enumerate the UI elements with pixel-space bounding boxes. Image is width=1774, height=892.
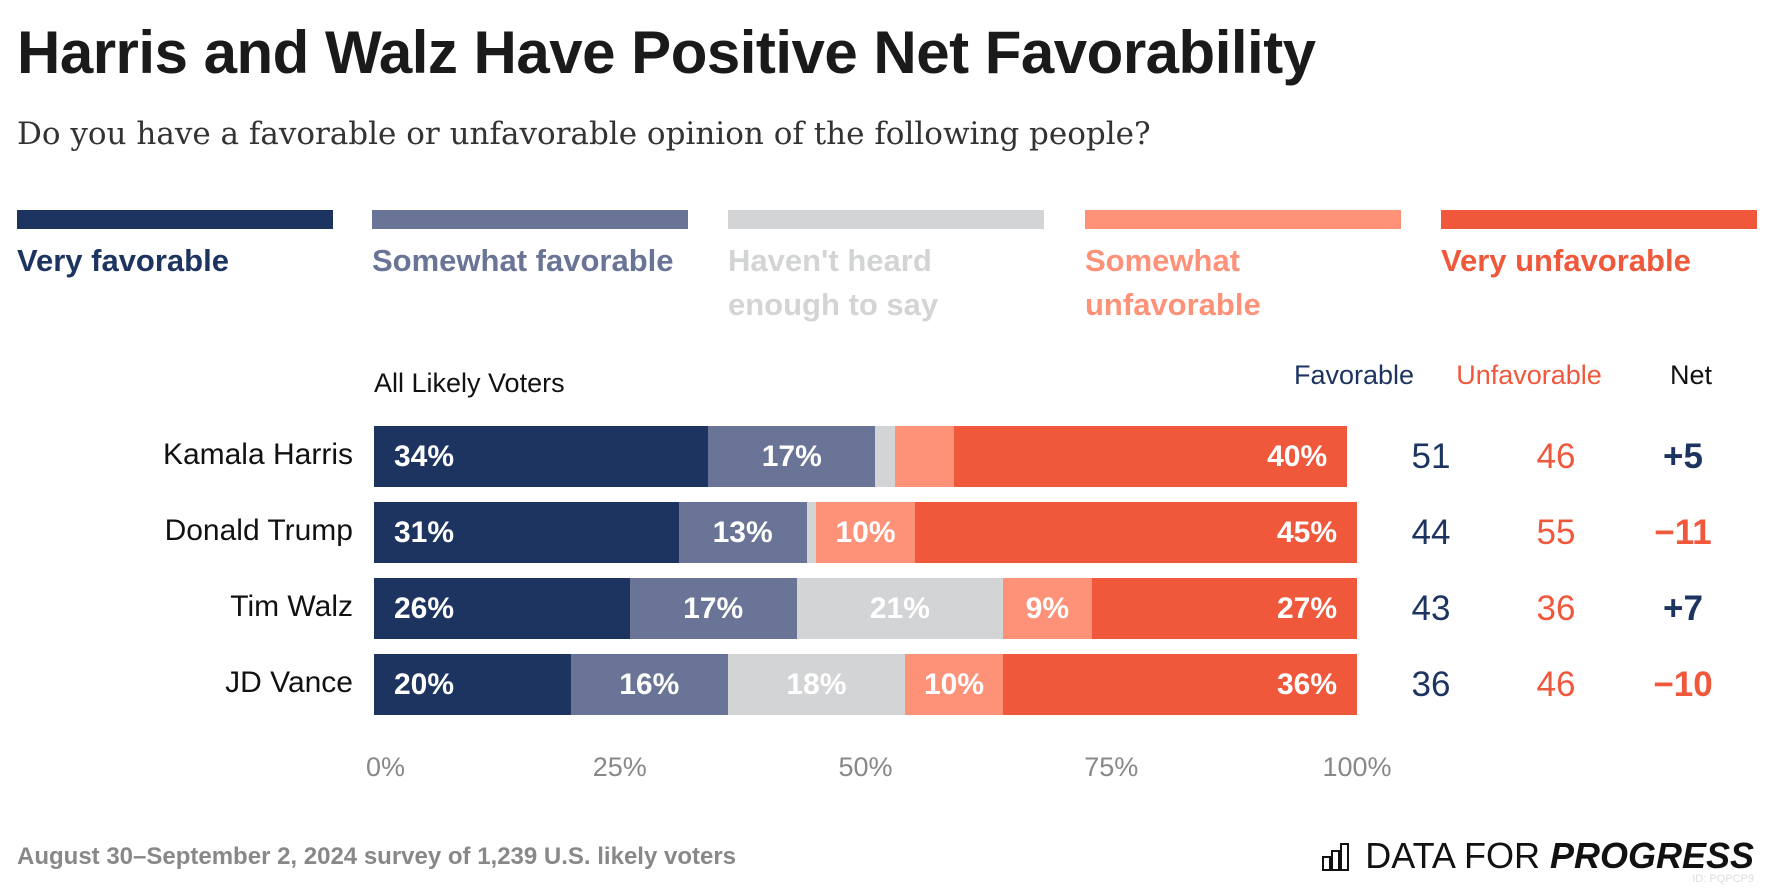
legend-item: Somewhat favorable (372, 210, 688, 283)
chart-id: ID: PQPCP9 (1692, 873, 1754, 885)
bar-value-label: 21% (869, 592, 930, 625)
legend-item: Very favorable (17, 210, 333, 283)
bar-segment (816, 502, 915, 563)
column-header: Favorable (1293, 360, 1415, 390)
net-value: +7 (1663, 589, 1703, 628)
x-tick-label: 50% (838, 752, 893, 782)
bar-value-label: 17% (683, 592, 744, 625)
net-value: −11 (1654, 513, 1712, 552)
bar-segment (708, 426, 876, 487)
bar-value-label: 10% (835, 516, 896, 549)
chart-title: Harris and Walz Have Positive Net Favora… (17, 19, 1316, 86)
bar-segment (374, 578, 630, 639)
logo-text-light: DATA FOR (1365, 835, 1540, 876)
footer-note: August 30–September 2, 2024 survey of 1,… (17, 843, 737, 870)
net-value: −10 (1653, 665, 1713, 704)
legend-label: Haven't heard enough to say (728, 243, 939, 322)
x-tick-label: 75% (1084, 752, 1139, 782)
legend-label: Somewhat favorable (372, 243, 674, 278)
bar-value-label: 17% (761, 440, 822, 473)
row-label: Tim Walz (230, 590, 353, 623)
legend-swatch (17, 210, 333, 229)
bar-chart-icon (1322, 843, 1350, 871)
x-tick-label: 0% (366, 752, 406, 782)
net-value: +5 (1663, 437, 1703, 476)
legend-label: Very unfavorable (1441, 243, 1691, 278)
logo-text-bold: PROGRESS (1549, 835, 1754, 876)
bar-segment (629, 578, 797, 639)
legend-swatch (1085, 210, 1401, 229)
bar-value-label: 13% (712, 516, 773, 549)
x-tick-label: 25% (592, 752, 647, 782)
bar-value-label: 31% (394, 516, 455, 549)
bar-segment (1003, 578, 1092, 639)
bar-segment (570, 654, 728, 715)
column-header: Unfavorable (1456, 360, 1602, 390)
x-tick-label: 100% (1322, 752, 1392, 782)
unfavorable-value: 46 (1536, 437, 1576, 476)
favorable-value: 44 (1411, 513, 1451, 552)
bar-segment (374, 502, 679, 563)
bar-segment (727, 654, 905, 715)
legend-label: Somewhat unfavorable (1085, 243, 1261, 322)
chart-subtitle: Do you have a favorable or unfavorable o… (17, 116, 1151, 152)
bar-value-label: 20% (394, 668, 455, 701)
legend-item: Haven't heard enough to say (728, 210, 1044, 327)
bar-value-label: 40% (1267, 440, 1328, 473)
bar-value-label: 34% (394, 440, 455, 473)
logo: DATA FOR PROGRESS (1321, 835, 1754, 877)
favorable-value: 36 (1411, 665, 1451, 704)
bar-value-label: 18% (786, 668, 847, 701)
favorable-value: 51 (1411, 437, 1451, 476)
bar-segment (953, 426, 1348, 487)
unfavorable-value: 36 (1536, 589, 1576, 628)
bar-segment (796, 578, 1004, 639)
row-label: JD Vance (225, 666, 353, 699)
row-label: Donald Trump (164, 514, 353, 547)
bar-value-label: 36% (1276, 668, 1337, 701)
unfavorable-value: 55 (1536, 513, 1576, 552)
bar-segment (374, 426, 709, 487)
bar-value-label: 27% (1276, 592, 1337, 625)
legend-item: Very unfavorable (1441, 210, 1757, 283)
bar-segment (904, 654, 1004, 715)
legend-label: Very favorable (17, 243, 229, 278)
bar-value-label: 26% (394, 592, 455, 625)
favorable-value: 43 (1411, 589, 1451, 628)
legend-item: Somewhat unfavorable (1085, 210, 1401, 327)
bar-segment (894, 426, 954, 487)
bar-segment (875, 426, 895, 487)
column-header: Net (1669, 360, 1713, 390)
bar-segment (374, 654, 571, 715)
bar-segment (678, 502, 807, 563)
bar-segment (914, 502, 1357, 563)
row-label: Kamala Harris (162, 438, 353, 471)
group-label: All Likely Voters (374, 368, 565, 398)
unfavorable-value: 46 (1536, 665, 1576, 704)
bar-segment (806, 502, 817, 563)
legend-swatch (372, 210, 688, 229)
legend-swatch (728, 210, 1044, 229)
legend-swatch (1441, 210, 1757, 229)
bar-value-label: 16% (619, 668, 680, 701)
bar-value-label: 9% (1025, 592, 1070, 625)
bar-value-label: 10% (923, 668, 984, 701)
bar-segment (1003, 654, 1357, 715)
bar-segment (1091, 578, 1357, 639)
bar-value-label: 45% (1276, 516, 1337, 549)
